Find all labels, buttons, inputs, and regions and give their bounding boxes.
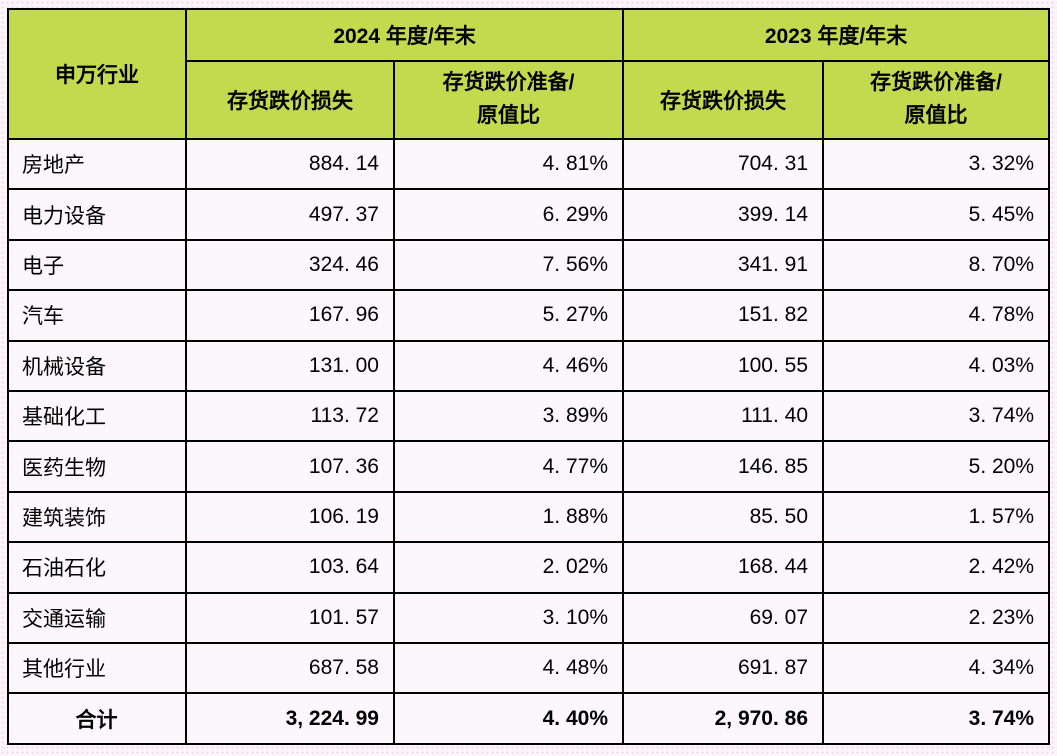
loss-2023-cell: 168. 44 <box>622 541 825 594</box>
subheader-ratio-2024: 存货跌价准备/ 原值比 <box>392 60 625 140</box>
total-label-cell: 合计 <box>7 692 187 745</box>
loss-2023-cell: 69. 07 <box>622 591 825 645</box>
total-ratio-2024-cell: 4. 40% <box>392 692 625 745</box>
subheader-ratio-2023-line2: 原值比 <box>904 104 968 127</box>
table-row: 建筑装饰 106. 19 1. 88% 85. 50 1. 57% <box>7 490 1051 544</box>
industry-cell: 石油石化 <box>7 541 187 594</box>
ratio-2023-cell: 2. 42% <box>822 541 1051 594</box>
table-header: 申万行业 2024 年度/年末 2023 年度/年末 存货跌价损失 存货跌价准备… <box>7 8 1051 140</box>
loss-2024-cell: 884. 14 <box>185 137 395 191</box>
loss-2024-cell: 497. 37 <box>185 188 395 241</box>
industry-cell: 交通运输 <box>7 591 187 645</box>
loss-2023-cell: 691. 87 <box>622 642 825 695</box>
ratio-2023-cell: 3. 32% <box>822 137 1051 191</box>
table-row: 交通运输 101. 57 3. 10% 69. 07 2. 23% <box>7 591 1051 645</box>
inventory-writedown-table: 申万行业 2024 年度/年末 2023 年度/年末 存货跌价损失 存货跌价准备… <box>7 8 1051 745</box>
ratio-2024-cell: 2. 02% <box>392 541 625 594</box>
ratio-2023-cell: 4. 03% <box>822 339 1051 393</box>
subheader-ratio-2023-line1: 存货跌价准备/ <box>870 71 1002 95</box>
loss-2023-cell: 399. 14 <box>622 188 825 241</box>
industry-cell: 电力设备 <box>7 188 187 241</box>
ratio-2023-cell: 5. 45% <box>822 188 1051 241</box>
loss-2023-cell: 704. 31 <box>622 137 825 191</box>
loss-2024-cell: 103. 64 <box>185 541 395 594</box>
industry-cell: 汽车 <box>7 289 187 342</box>
group-header-2023: 2023 年度/年末 <box>622 8 1051 62</box>
loss-2023-cell: 100. 55 <box>622 339 825 393</box>
subheader-ratio-2024-line2: 原值比 <box>477 104 540 127</box>
ratio-2024-cell: 7. 56% <box>392 238 625 292</box>
ratio-2024-cell: 4. 77% <box>392 440 625 493</box>
ratio-2024-cell: 1. 88% <box>392 490 625 544</box>
loss-2023-cell: 151. 82 <box>622 289 825 342</box>
ratio-2023-cell: 2. 23% <box>822 591 1051 645</box>
industry-cell: 房地产 <box>7 137 187 191</box>
table-row: 基础化工 113. 72 3. 89% 111. 40 3. 74% <box>7 390 1051 443</box>
industry-cell: 机械设备 <box>7 339 187 393</box>
industry-cell: 基础化工 <box>7 390 187 443</box>
loss-2024-cell: 324. 46 <box>185 238 395 292</box>
table-row: 医药生物 107. 36 4. 77% 146. 85 5. 20% <box>7 440 1051 493</box>
table-row: 房地产 884. 14 4. 81% 704. 31 3. 32% <box>7 137 1051 191</box>
table-row: 电子 324. 46 7. 56% 341. 91 8. 70% <box>7 238 1051 292</box>
total-loss-2024-cell: 3, 224. 99 <box>185 692 395 745</box>
loss-2023-cell: 341. 91 <box>622 238 825 292</box>
industry-cell: 建筑装饰 <box>7 490 187 544</box>
loss-2024-cell: 107. 36 <box>185 440 395 493</box>
header-row-groups: 申万行业 2024 年度/年末 2023 年度/年末 <box>7 8 1051 140</box>
loss-2023-cell: 146. 85 <box>622 440 825 493</box>
industry-cell: 电子 <box>7 238 187 292</box>
ratio-2023-cell: 1. 57% <box>822 490 1051 544</box>
group-header-2024: 2024 年度/年末 <box>184 8 625 62</box>
loss-2024-cell: 687. 58 <box>185 642 395 695</box>
table-row: 汽车 167. 96 5. 27% 151. 82 4. 78% <box>7 289 1051 342</box>
loss-2024-cell: 106. 19 <box>185 490 395 544</box>
ratio-2024-cell: 5. 27% <box>392 289 625 342</box>
table-row: 其他行业 687. 58 4. 48% 691. 87 4. 34% <box>7 642 1051 695</box>
ratio-2024-cell: 4. 46% <box>392 339 625 393</box>
ratio-2024-cell: 3. 10% <box>392 591 625 645</box>
ratio-2023-cell: 8. 70% <box>822 238 1051 292</box>
ratio-2023-cell: 4. 34% <box>822 642 1051 695</box>
loss-2024-cell: 167. 96 <box>185 289 395 342</box>
total-loss-2023-cell: 2, 970. 86 <box>622 692 825 745</box>
subheader-loss-2023: 存货跌价损失 <box>622 60 825 140</box>
column-header-industry: 申万行业 <box>7 8 187 140</box>
table-row: 电力设备 497. 37 6. 29% 399. 14 5. 45% <box>7 188 1051 241</box>
loss-2024-cell: 131. 00 <box>185 339 395 393</box>
loss-2024-cell: 101. 57 <box>185 591 395 645</box>
total-row: 合计 3, 224. 99 4. 40% 2, 970. 86 3. 74% <box>7 692 1051 745</box>
header-row-subcolumns: 存货跌价损失 存货跌价准备/ 原值比 存货跌价损失 存货跌价准备/ 原值比 <box>8 60 1051 140</box>
subheader-ratio-2024-line1: 存货跌价准备/ <box>442 71 575 95</box>
table-row: 机械设备 131. 00 4. 46% 100. 55 4. 03% <box>7 339 1051 393</box>
loss-2024-cell: 113. 72 <box>185 390 395 443</box>
loss-2023-cell: 85. 50 <box>622 490 825 544</box>
ratio-2024-cell: 3. 89% <box>392 390 625 443</box>
total-ratio-2023-cell: 3. 74% <box>822 692 1051 745</box>
ratio-2023-cell: 3. 74% <box>822 390 1051 443</box>
ratio-2024-cell: 4. 81% <box>392 137 625 191</box>
ratio-2023-cell: 5. 20% <box>822 440 1051 493</box>
subheader-loss-2024: 存货跌价损失 <box>185 60 395 140</box>
ratio-2024-cell: 4. 48% <box>392 642 625 695</box>
subheader-ratio-2023: 存货跌价准备/ 原值比 <box>822 60 1051 140</box>
table-body: 房地产 884. 14 4. 81% 704. 31 3. 32% 电力设备 4… <box>7 137 1051 745</box>
loss-2023-cell: 111. 40 <box>622 390 825 443</box>
table-row: 石油石化 103. 64 2. 02% 168. 44 2. 42% <box>7 541 1051 594</box>
ratio-2024-cell: 6. 29% <box>392 188 625 241</box>
industry-cell: 医药生物 <box>7 440 187 493</box>
ratio-2023-cell: 4. 78% <box>822 289 1051 342</box>
industry-cell: 其他行业 <box>7 642 187 695</box>
